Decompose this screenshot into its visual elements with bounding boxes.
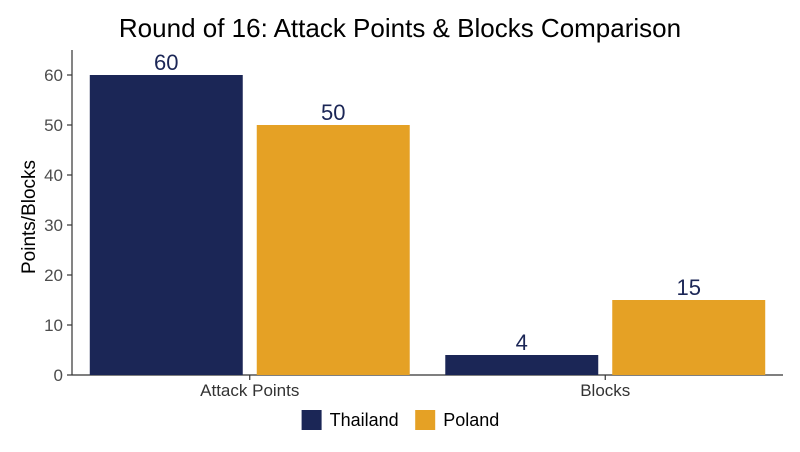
data-label: 50 — [321, 100, 345, 125]
bars-group — [89, 75, 766, 375]
legend-swatch — [415, 410, 436, 430]
chart-title: Round of 16: Attack Points & Blocks Comp… — [119, 13, 681, 43]
x-tick-label: Blocks — [580, 381, 630, 400]
y-tick-label: 30 — [44, 216, 63, 235]
legend-label: Poland — [443, 410, 499, 430]
legend-label: Thailand — [330, 410, 399, 430]
bar-poland-attack-points — [256, 125, 410, 375]
y-tick-label: 10 — [44, 316, 63, 335]
y-tick-label: 40 — [44, 166, 63, 185]
data-labels-group: 60 50 4 15 — [154, 50, 701, 355]
y-tick-label: 20 — [44, 266, 63, 285]
y-tick-label: 50 — [44, 116, 63, 135]
bar-thailand-blocks — [445, 355, 599, 375]
data-label: 4 — [516, 330, 528, 355]
legend-swatch — [301, 410, 322, 430]
legend: Thailand Poland — [301, 410, 499, 430]
y-tick-label: 60 — [44, 66, 63, 85]
legend-item-poland: Poland — [415, 410, 499, 430]
data-label: 60 — [154, 50, 178, 75]
y-axis-title: Points/Blocks — [19, 160, 40, 274]
data-label: 15 — [676, 275, 700, 300]
bar-poland-blocks — [612, 300, 766, 375]
bar-thailand-attack-points — [89, 75, 243, 375]
y-axis-ticks: 0 10 20 30 40 50 60 — [44, 66, 72, 385]
legend-item-thailand: Thailand — [301, 410, 399, 430]
x-tick-label: Attack Points — [200, 381, 299, 400]
y-tick-label: 0 — [54, 366, 63, 385]
x-axis-ticks: Attack Points Blocks — [200, 375, 630, 400]
